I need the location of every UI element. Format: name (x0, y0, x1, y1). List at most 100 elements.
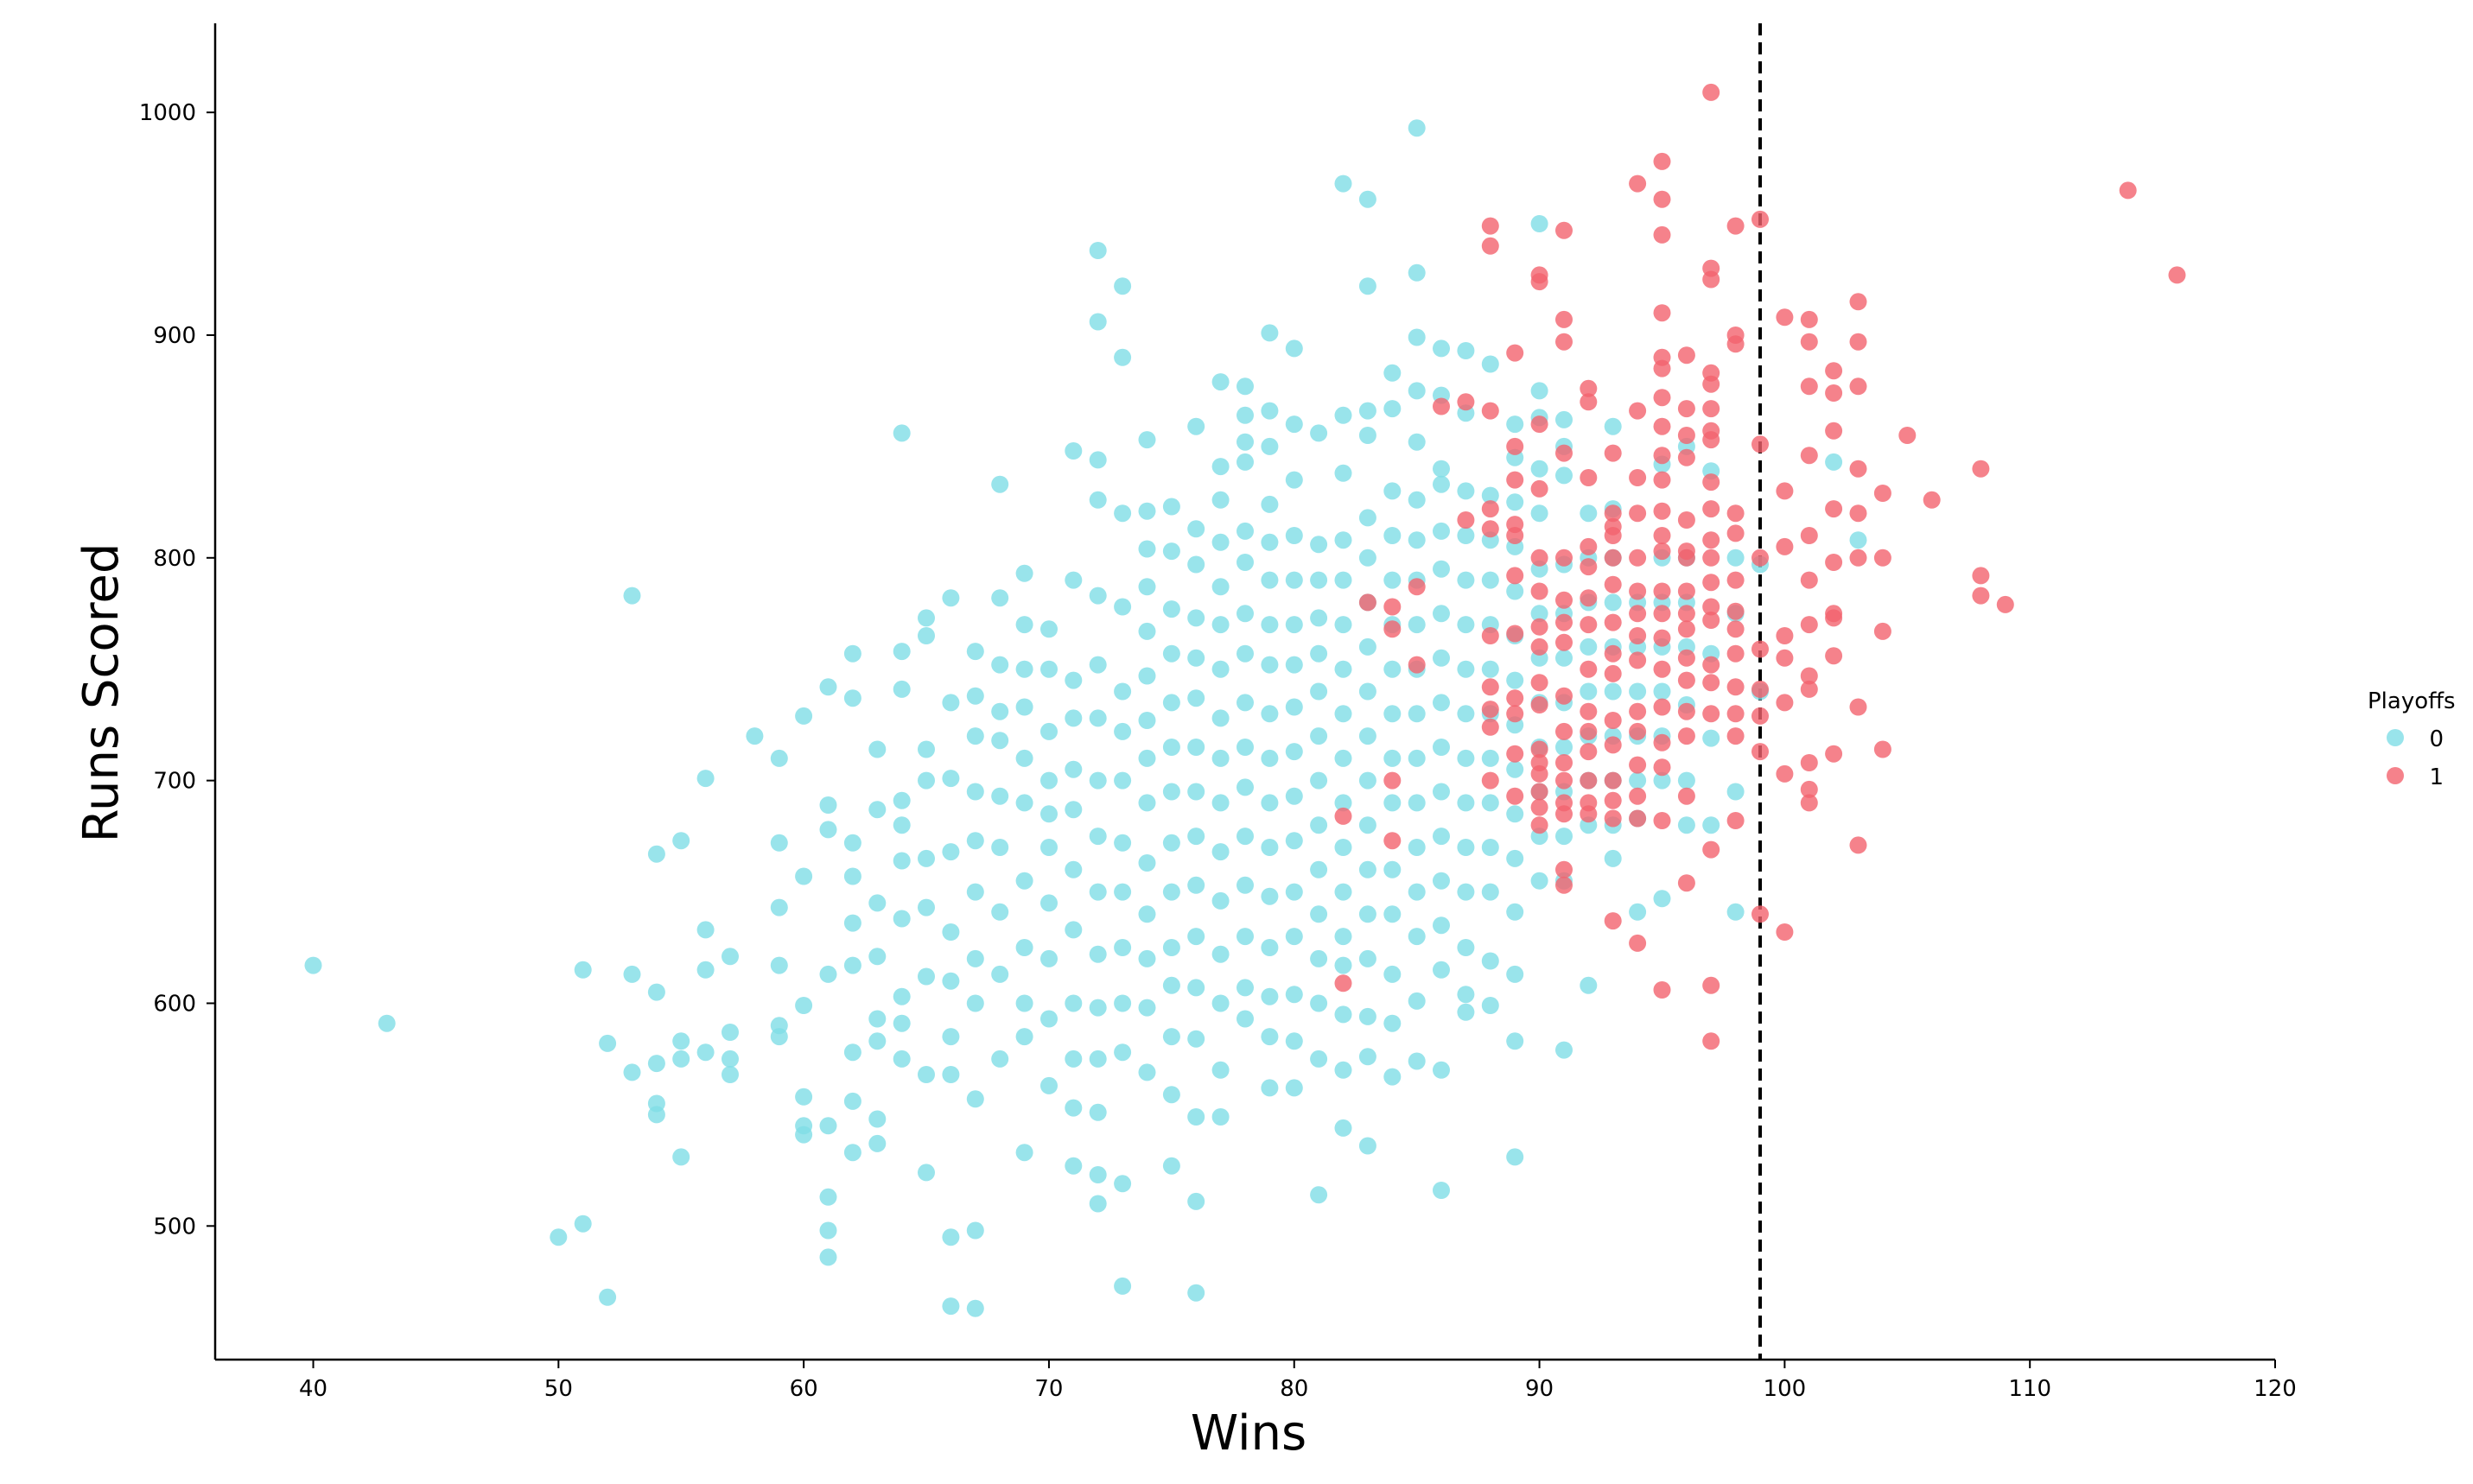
point-series-0-64 (868, 1134, 887, 1152)
point-series-0-300 (1310, 1050, 1328, 1068)
point-series-0-115 (1015, 564, 1033, 582)
point-series-0-120 (1015, 794, 1033, 812)
point-series-0-112 (991, 903, 1009, 921)
point-series-0-63 (868, 1110, 887, 1128)
point-series-0-135 (1040, 1076, 1058, 1094)
point-series-0-190 (1138, 999, 1156, 1017)
point-series-1-67 (1580, 469, 1598, 486)
point-series-1-34 (1530, 273, 1548, 291)
point-series-0-146 (1065, 1099, 1083, 1117)
point-series-0-211 (1187, 689, 1205, 707)
point-series-1-5 (1383, 771, 1402, 790)
point-series-0-425 (1506, 849, 1524, 867)
point-series-0-183 (1138, 667, 1156, 685)
point-series-1-89 (1604, 736, 1622, 754)
point-series-0-307 (1334, 616, 1352, 634)
point-series-0-360 (1408, 616, 1426, 634)
point-series-0-283 (1285, 928, 1303, 946)
point-series-1-225 (1849, 836, 1867, 854)
point-series-1-207 (1800, 780, 1818, 798)
point-series-1-158 (1702, 549, 1720, 567)
point-series-1-140 (1677, 620, 1695, 638)
point-series-1-38 (1530, 582, 1548, 600)
point-series-1-2 (1358, 593, 1376, 612)
point-series-0-90 (942, 1028, 960, 1046)
point-series-0-88 (942, 923, 960, 941)
point-series-0-320 (1358, 277, 1376, 295)
point-series-0-322 (1358, 427, 1376, 444)
point-series-0-401 (1457, 1003, 1475, 1021)
point-series-1-64 (1555, 876, 1573, 894)
point-series-1-116 (1653, 417, 1671, 435)
point-series-0-4 (574, 961, 592, 979)
legend: Playoffs 0 1 (2368, 688, 2456, 790)
point-series-0-127 (1040, 660, 1058, 678)
point-series-1-54 (1555, 591, 1573, 609)
point-series-0-171 (1114, 834, 1132, 852)
point-series-0-170 (1114, 771, 1132, 790)
point-series-1-143 (1677, 702, 1695, 720)
point-series-0-281 (1285, 832, 1303, 850)
point-series-0-136 (1065, 442, 1083, 460)
point-series-1-192 (1776, 627, 1794, 644)
point-series-1-23 (1506, 437, 1524, 455)
point-series-0-189 (1138, 949, 1156, 967)
point-series-1-171 (1726, 504, 1745, 523)
point-series-0-105 (991, 475, 1009, 493)
point-series-0-399 (1457, 939, 1475, 956)
point-series-0-454 (1555, 1041, 1573, 1059)
point-series-1-137 (1677, 549, 1695, 567)
point-series-0-321 (1358, 402, 1376, 420)
x-tick-label-3: 70 (1034, 1376, 1063, 1402)
point-series-0-94 (966, 643, 984, 661)
point-series-0-19 (696, 770, 715, 788)
point-series-0-178 (1138, 431, 1156, 449)
point-series-0-352 (1408, 119, 1426, 137)
point-series-1-152 (1702, 400, 1720, 418)
point-series-0-225 (1211, 533, 1230, 551)
point-series-0-196 (1162, 694, 1180, 712)
point-series-1-24 (1506, 471, 1524, 489)
x-tick-label-0: 40 (299, 1376, 327, 1402)
point-series-1-149 (1702, 270, 1720, 289)
point-series-0-291 (1310, 644, 1328, 663)
point-series-1-55 (1555, 613, 1573, 631)
point-series-0-14 (647, 1106, 665, 1124)
point-series-1-135 (1677, 511, 1695, 529)
point-series-0-279 (1285, 743, 1303, 761)
point-series-0-193 (1162, 542, 1180, 561)
point-series-0-45 (819, 1188, 837, 1206)
point-series-0-228 (1211, 660, 1230, 678)
point-series-1-162 (1702, 656, 1720, 674)
point-series-1-35 (1530, 415, 1548, 434)
point-series-1-228 (1873, 622, 1891, 640)
point-series-0-80 (918, 898, 935, 916)
point-series-0-358 (1408, 531, 1426, 549)
point-series-0-347 (1383, 860, 1402, 878)
point-series-0-113 (991, 965, 1009, 983)
point-series-0-108 (991, 702, 1009, 720)
point-series-0-37 (795, 1088, 813, 1106)
point-series-0-79 (918, 849, 935, 867)
point-series-1-37 (1530, 549, 1548, 567)
point-series-0-138 (1065, 671, 1083, 689)
point-series-1-97 (1629, 504, 1647, 523)
point-series-1-86 (1604, 644, 1622, 663)
point-series-1-226 (1873, 485, 1891, 502)
point-series-1-40 (1530, 637, 1548, 656)
point-series-1-161 (1702, 612, 1720, 629)
point-series-0-363 (1408, 749, 1426, 767)
point-series-0-448 (1555, 649, 1573, 667)
point-series-0-47 (819, 1248, 837, 1266)
point-series-0-54 (843, 1043, 861, 1062)
point-series-1-107 (1629, 809, 1647, 828)
point-series-0-293 (1310, 727, 1328, 745)
point-series-1-98 (1629, 549, 1647, 567)
point-series-1-111 (1653, 225, 1671, 244)
point-series-0-384 (1433, 961, 1450, 979)
point-series-1-69 (1580, 558, 1598, 576)
point-series-1-202 (1800, 571, 1818, 589)
point-series-0-294 (1310, 771, 1328, 790)
point-series-0-106 (991, 589, 1009, 607)
point-series-1-16 (1481, 520, 1499, 538)
